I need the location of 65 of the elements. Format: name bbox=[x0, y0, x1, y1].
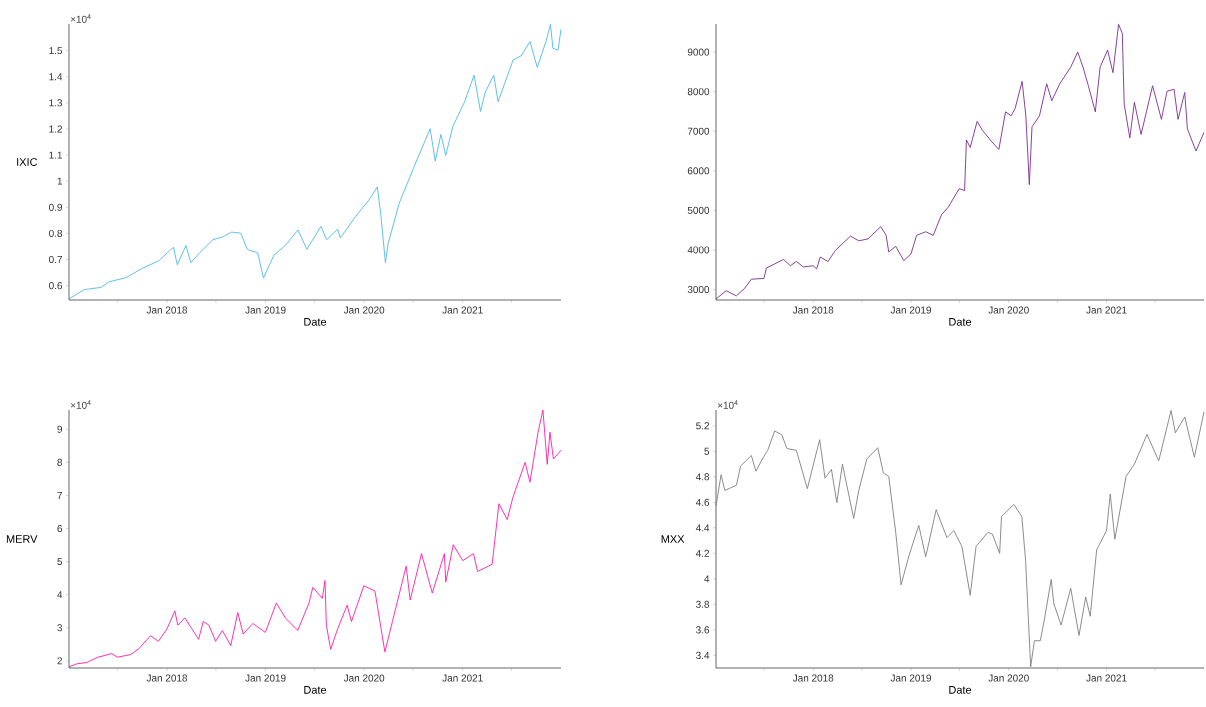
y-tick-label: 5000 bbox=[687, 206, 710, 214]
y-tick-label: 1.3 bbox=[49, 99, 63, 107]
line-series bbox=[715, 410, 1205, 668]
x-tick-label: Jan 2019 bbox=[245, 306, 286, 314]
y-tick-label: 0.7 bbox=[49, 256, 62, 264]
y-tick-label: 9 bbox=[57, 425, 63, 433]
text: ×10$^{4}$ bbox=[70, 400, 91, 409]
y-tick-label: 4.8 bbox=[695, 473, 710, 481]
y-tick-label: 2 bbox=[57, 657, 62, 665]
x-tick-label: Jan 2018 bbox=[792, 674, 834, 682]
y-tick-label: 3 bbox=[57, 624, 63, 632]
x-tick-label: Jan 2019 bbox=[890, 306, 932, 314]
x-axis-title: Date bbox=[304, 686, 327, 694]
line-series bbox=[715, 23, 1205, 300]
y-tick-label: 3.4 bbox=[696, 651, 710, 659]
y-tick-label: 9000 bbox=[687, 48, 710, 56]
y-tick-label: 6 bbox=[57, 525, 63, 533]
y-tick-label: 0.8 bbox=[49, 229, 63, 237]
y-tick-label: 7 bbox=[57, 492, 62, 499]
line-series bbox=[68, 409, 562, 668]
y-tick-label: 0.6 bbox=[49, 282, 63, 290]
y-tick-label: 3000 bbox=[687, 285, 710, 294]
x-tick-label: Jan 2018 bbox=[792, 306, 834, 314]
y-tick-label: 8 bbox=[57, 458, 63, 466]
y-tick-label: 1.1 bbox=[49, 151, 62, 159]
x-tick-label: Jan 2020 bbox=[343, 306, 385, 314]
line-series bbox=[68, 24, 562, 300]
text: ×10$^{4}$ bbox=[717, 400, 738, 409]
y-tick-label: 5 bbox=[57, 558, 63, 566]
x-tick-label: Jan 2018 bbox=[146, 306, 188, 314]
y-tick-label: 3.8 bbox=[696, 600, 710, 608]
text: ×10$^{4}$ bbox=[70, 14, 91, 23]
y-tick-label: 4.4 bbox=[695, 524, 710, 532]
y-tick-label: 5 bbox=[704, 447, 710, 455]
y-tick-label: 4 bbox=[704, 575, 710, 583]
y-tick-label: 4.6 bbox=[695, 498, 710, 506]
y-tick-label: 4.2 bbox=[695, 549, 710, 557]
y-axis-title: MXX bbox=[661, 535, 685, 543]
y-tick-label: 1.5 bbox=[49, 47, 63, 55]
x-tick-label: Jan 2020 bbox=[988, 674, 1029, 682]
x-tick-label: Jan 2021 bbox=[1086, 674, 1127, 682]
y-tick-label: 7000 bbox=[687, 127, 710, 135]
y-tick-label: 4 bbox=[57, 591, 63, 599]
x-axis-title: Date bbox=[304, 318, 327, 326]
y-tick-label: 8000 bbox=[687, 88, 710, 96]
x-tick-label: Jan 2020 bbox=[988, 306, 1029, 314]
x-tick-label: Jan 2020 bbox=[343, 674, 385, 682]
x-axis-title: Date bbox=[949, 318, 972, 326]
x-tick-label: Jan 2021 bbox=[442, 306, 483, 314]
x-tick-label: Jan 2019 bbox=[890, 674, 932, 682]
y-tick-label: 5.2 bbox=[696, 422, 710, 430]
y-tick-label: 3.6 bbox=[696, 626, 710, 634]
y-tick-label: 0.9 bbox=[49, 203, 63, 211]
x-tick-label: Jan 2019 bbox=[245, 674, 286, 682]
y-tick-label: 1.2 bbox=[49, 125, 62, 133]
x-tick-label: Jan 2018 bbox=[146, 674, 188, 682]
x-axis-title: Date bbox=[949, 686, 972, 694]
y-tick-label: 1 bbox=[57, 177, 62, 185]
x-tick-label: Jan 2021 bbox=[442, 674, 483, 682]
y-axis-title: IXIC bbox=[17, 158, 38, 166]
y-tick-label: 6000 bbox=[687, 167, 710, 175]
y-axis-title: MERV bbox=[6, 535, 38, 543]
y-tick-label: 1.4 bbox=[49, 73, 63, 81]
x-tick-label: Jan 2021 bbox=[1086, 306, 1127, 314]
y-tick-label: 4000 bbox=[687, 246, 710, 254]
